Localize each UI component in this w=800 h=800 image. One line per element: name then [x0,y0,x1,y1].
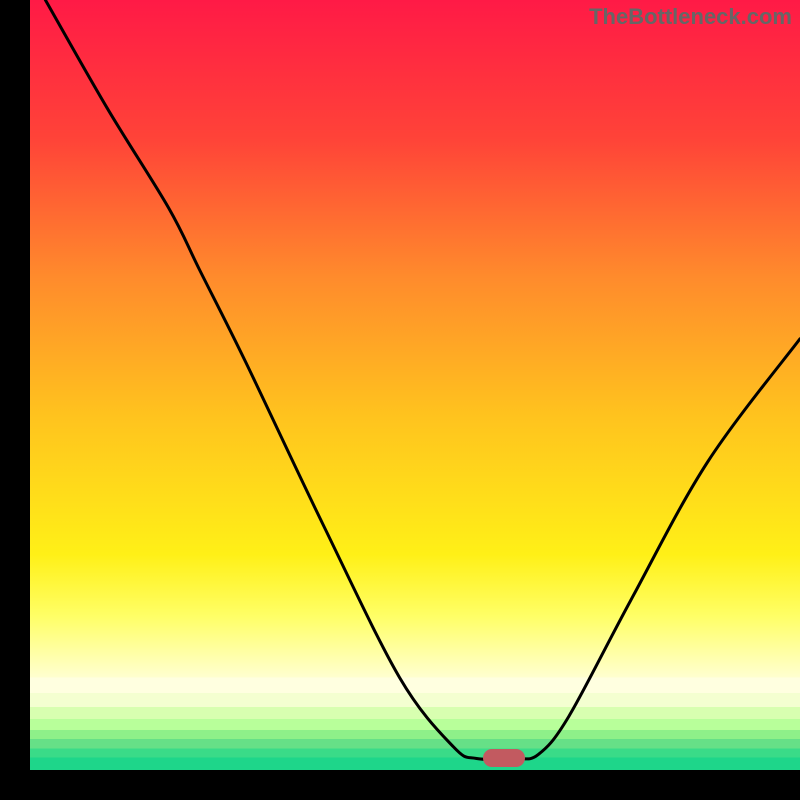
bottleneck-curve [30,0,800,770]
plot-area [30,0,800,770]
watermark-text: TheBottleneck.com [589,4,792,30]
optimal-point-marker [483,749,525,767]
chart-container: TheBottleneck.com [0,0,800,800]
